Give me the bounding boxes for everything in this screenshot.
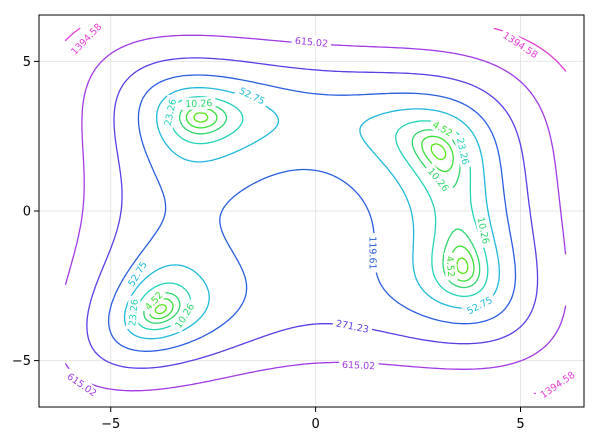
contour-label-bg xyxy=(338,358,379,373)
contour-line-119-61 xyxy=(107,74,517,352)
contour-label-bg xyxy=(331,316,374,337)
contour-label-615-02: 615.02 xyxy=(291,34,332,50)
x-tick-label: 0 xyxy=(311,417,319,432)
contour-label-bg xyxy=(474,212,493,249)
contour-label-23-26: 23.26 xyxy=(125,295,141,330)
contour-label-bg xyxy=(291,34,332,50)
contour-line-52-75 xyxy=(123,86,501,340)
contour-label-bg xyxy=(139,286,168,316)
contour-label-text: 119.61 xyxy=(366,236,377,269)
contour-label-bg xyxy=(443,252,458,281)
contour-label-23-26: 23.26 xyxy=(160,94,180,130)
contour-label-text: 615.02 xyxy=(342,360,376,373)
contour-label-bg xyxy=(123,256,152,292)
contour-lines xyxy=(64,27,567,395)
x-tick-label: −5 xyxy=(101,417,120,432)
contour-label-text: 10.26 xyxy=(185,98,213,110)
contour-label-bg xyxy=(234,83,270,109)
contour-label-bg xyxy=(427,116,458,141)
contour-label-bg xyxy=(423,162,454,197)
y-tick-label: 5 xyxy=(23,55,31,70)
contour-label-text: 4.52 xyxy=(444,256,456,278)
contour-label-text: 23.26 xyxy=(163,98,179,127)
y-tick-label: 0 xyxy=(23,205,31,220)
contour-label-bg xyxy=(181,96,216,111)
contour-label-bg xyxy=(535,366,580,403)
contour-label-text: 23.26 xyxy=(127,299,141,327)
contour-label-10-26: 10.26 xyxy=(474,212,493,249)
contour-line-1 xyxy=(154,112,469,315)
contour-label-119-61: 119.61 xyxy=(366,233,380,273)
contour-label-bg xyxy=(453,133,473,169)
contour-line-615-02 xyxy=(64,34,567,392)
contour-label-text: 615.02 xyxy=(294,36,328,50)
contour-label-10-26: 10.26 xyxy=(181,96,216,111)
contour-label-text: 10.26 xyxy=(475,216,491,245)
contour-label-bg xyxy=(125,295,141,330)
contour-label-bg xyxy=(160,94,180,130)
contour-label-bg xyxy=(498,27,543,63)
contour-label-bg xyxy=(170,298,199,334)
contour-label-bg xyxy=(461,292,498,319)
y-tick-label: −5 xyxy=(12,354,31,369)
contour-label-bg xyxy=(66,18,107,60)
grid xyxy=(39,15,584,407)
contour-label-bg xyxy=(62,368,102,401)
y-axis-ticks: 5 0 −5 xyxy=(12,55,39,369)
x-axis-ticks: −5 0 5 xyxy=(101,407,525,432)
contour-label-615-02: 615.02 xyxy=(338,358,379,373)
contour-label-bg xyxy=(366,233,380,273)
contour-line-4-52 xyxy=(148,107,475,320)
contour-label-4-52: 4.52 xyxy=(443,252,458,281)
x-tick-label: 5 xyxy=(516,417,524,432)
